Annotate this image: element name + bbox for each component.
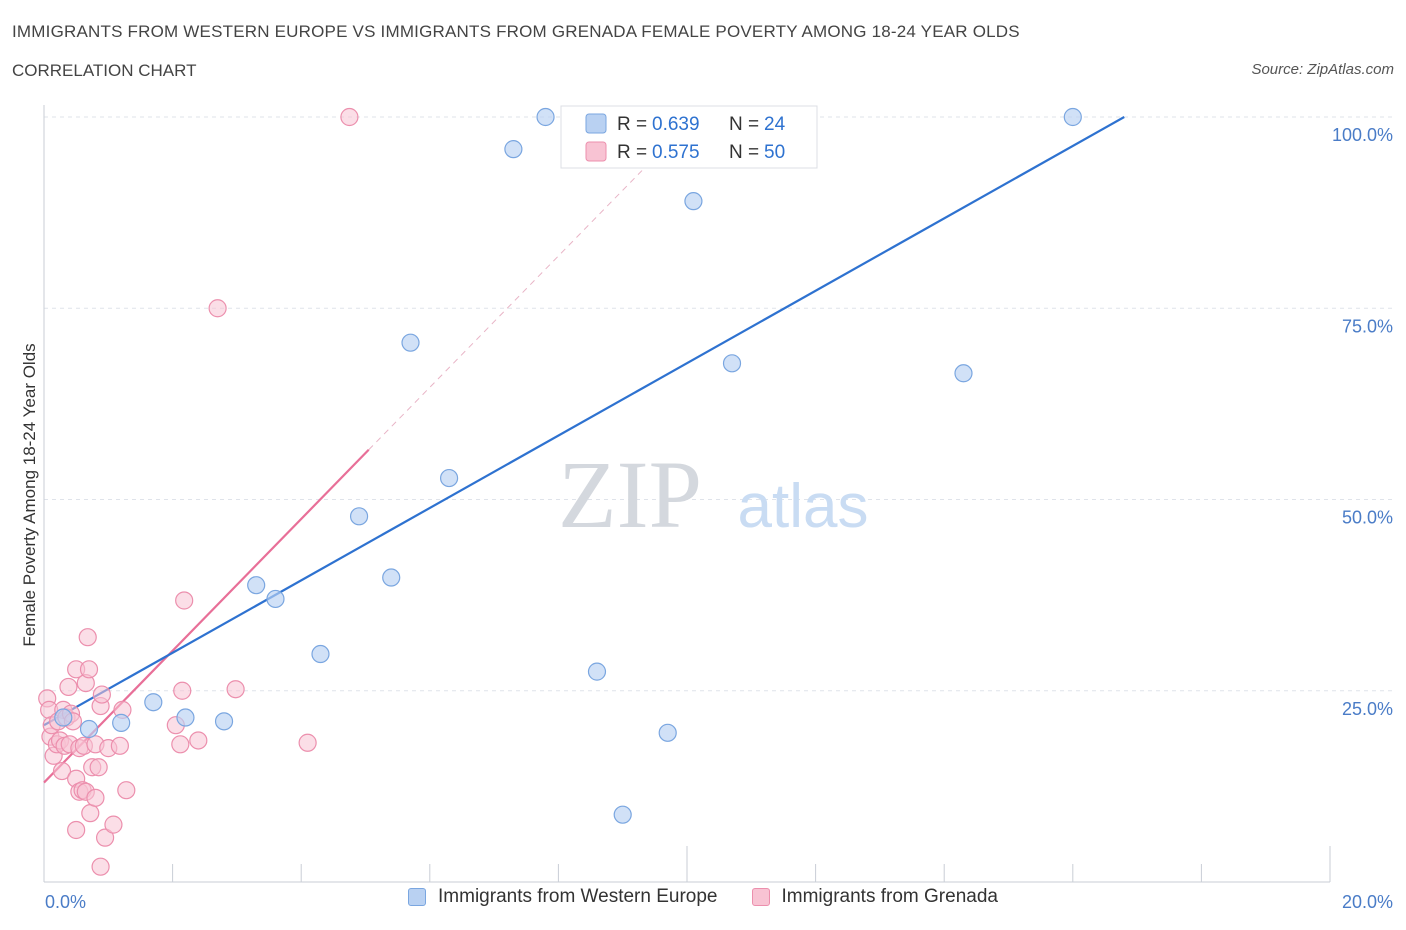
grenada-point bbox=[340, 107, 359, 127]
western-europe-point bbox=[658, 723, 677, 742]
grenada-point bbox=[79, 660, 99, 679]
western-europe-point bbox=[349, 507, 369, 526]
western-europe-point bbox=[954, 364, 973, 383]
grenada-point bbox=[91, 857, 110, 876]
legend-label-grenada: Immigrants from Grenada bbox=[781, 886, 998, 907]
western-europe-point bbox=[112, 713, 131, 732]
western-europe-point bbox=[176, 708, 195, 727]
western-europe-point bbox=[382, 568, 401, 587]
stats-pink-n-value: 50 bbox=[764, 142, 785, 163]
legend-item-grenada[interactable]: Immigrants from Grenada bbox=[751, 886, 998, 908]
western-europe-point bbox=[1063, 107, 1082, 127]
grenada-point bbox=[89, 758, 108, 777]
y-tick-label: 25.0% bbox=[1342, 699, 1393, 719]
legend-swatch-blue bbox=[408, 888, 427, 906]
trend-layer bbox=[43, 116, 1125, 784]
stats-swatch-blue bbox=[585, 113, 607, 134]
grenada-point bbox=[175, 591, 194, 610]
grenada-point bbox=[92, 685, 111, 704]
western-europe-point bbox=[247, 576, 266, 595]
grenada-point bbox=[67, 820, 86, 840]
chart-legend: Immigrants from Western Europe Immigrant… bbox=[0, 886, 1406, 908]
grenada-point bbox=[95, 828, 115, 847]
western-europe-point bbox=[311, 644, 330, 664]
grenada-point bbox=[104, 815, 123, 834]
grenada-point bbox=[173, 681, 192, 700]
western-europe-point bbox=[54, 708, 73, 727]
grid-layer: 25.0% 50.0% 75.0% 100.0% bbox=[44, 116, 1394, 719]
stats-pink-n-label: N = bbox=[729, 142, 759, 163]
grenada-point bbox=[208, 299, 227, 318]
stats-pink-r-label: R = bbox=[617, 142, 647, 163]
points-layer bbox=[38, 107, 1082, 876]
stats-blue-n-label: N = bbox=[729, 114, 759, 135]
axes-layer: 0.0% 20.0% bbox=[43, 105, 1393, 912]
grenada-point bbox=[52, 761, 72, 781]
watermark: ZIP atlas bbox=[558, 441, 868, 548]
grenada-point bbox=[86, 788, 105, 807]
x-tick-label: 0.0% bbox=[45, 892, 86, 912]
grenada-point bbox=[171, 735, 190, 754]
western-europe-point bbox=[144, 693, 163, 712]
watermark-zip: ZIP bbox=[558, 441, 702, 548]
grenada-point bbox=[226, 680, 245, 699]
x-tick-label: 20.0% bbox=[1342, 892, 1393, 912]
western-europe-point bbox=[439, 468, 459, 488]
western-europe-point bbox=[684, 192, 703, 211]
legend-item-western-europe[interactable]: Immigrants from Western Europe bbox=[408, 886, 718, 908]
grenada-trend-extension bbox=[368, 170, 643, 451]
western-europe-point bbox=[214, 712, 234, 731]
grenada-point bbox=[81, 804, 100, 823]
chart-subtitle: CORRELATION CHART bbox=[12, 61, 197, 80]
y-axis-label: Female Poverty Among 18-24 Year Olds bbox=[20, 343, 39, 646]
legend-label-western-europe: Immigrants from Western Europe bbox=[438, 886, 718, 907]
y-tick-label: 50.0% bbox=[1342, 508, 1393, 528]
western-europe-point bbox=[504, 140, 523, 159]
stats-blue-r-label: R = bbox=[617, 114, 647, 135]
stats-box: R = 0.639 N = 24 R = 0.575 N = 50 bbox=[560, 105, 818, 169]
chart-title: IMMIGRANTS FROM WESTERN EUROPE VS IMMIGR… bbox=[12, 22, 1020, 41]
grenada-point bbox=[117, 781, 136, 800]
western-europe-point bbox=[266, 589, 285, 609]
grenada-point bbox=[298, 733, 317, 752]
grenada-point bbox=[189, 731, 208, 750]
stats-blue-n-value: 24 bbox=[764, 114, 786, 135]
stats-blue-r-value: 0.639 bbox=[652, 114, 700, 135]
stats-swatch-pink bbox=[585, 141, 607, 162]
watermark-atlas: atlas bbox=[738, 472, 869, 541]
grenada-point bbox=[110, 736, 129, 755]
grenada-point bbox=[59, 677, 78, 697]
y-tick-label: 75.0% bbox=[1342, 316, 1393, 336]
stats-pink-r-value: 0.575 bbox=[652, 142, 700, 163]
source-credit: Source: ZipAtlas.com bbox=[1251, 61, 1394, 78]
western-europe-point bbox=[613, 805, 632, 824]
grenada-trend-line bbox=[43, 449, 370, 784]
western-europe-point bbox=[722, 354, 742, 373]
western-europe-point bbox=[401, 333, 420, 352]
western-europe-point bbox=[536, 107, 555, 127]
western-europe-trend-line bbox=[43, 116, 1125, 727]
y-tick-label: 100.0% bbox=[1332, 125, 1393, 145]
legend-swatch-pink bbox=[751, 888, 770, 906]
western-europe-point bbox=[79, 719, 99, 739]
grenada-point bbox=[78, 628, 97, 647]
western-europe-point bbox=[587, 662, 607, 681]
